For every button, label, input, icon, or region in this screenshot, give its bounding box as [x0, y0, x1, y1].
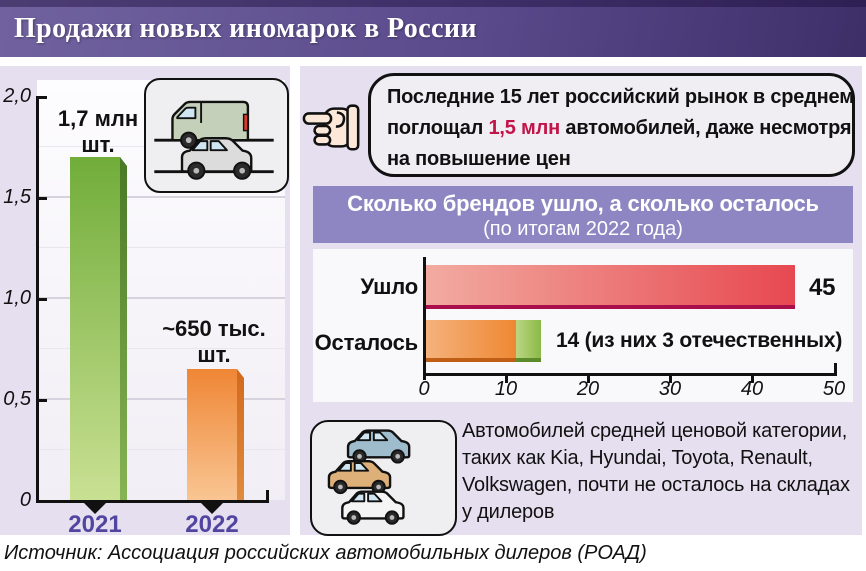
callout-line-2-before: поглощал	[387, 117, 489, 139]
bar-value-label-2021: 1,7 млн шт.	[57, 106, 139, 157]
van-and-car-icon	[154, 100, 274, 180]
car-tan	[327, 459, 392, 495]
y-axis	[36, 96, 39, 503]
three-cars-icon	[327, 429, 411, 525]
row-label-left: Ушло	[360, 274, 418, 299]
highlight-value: 1,5 млн	[488, 117, 561, 139]
y-tick	[39, 399, 47, 402]
brands-x-axis-hook	[834, 363, 837, 373]
brands-chart-subtitle: (по итогам 2022 года)	[483, 218, 683, 240]
x-axis-tick-label: 20	[576, 378, 600, 400]
market-callout: Последние 15 лет российский рынок в сред…	[368, 73, 855, 177]
y-axis-tick-label: 1,0	[3, 287, 31, 309]
bar-2021-fill	[70, 157, 120, 500]
segment-remaining-domestic	[516, 320, 541, 362]
bar-2022	[187, 369, 244, 500]
sales-chart-panel: 2,0 1,5 1,0 0,5 0 1,7 млн шт. ~650 тыс. …	[0, 66, 290, 538]
callout-line-1: Последние 15 лет российский рынок в сред…	[387, 86, 854, 108]
gridline-1-5	[37, 196, 285, 198]
gridline-minor	[37, 348, 285, 349]
y-axis-tick-label: 2,0	[3, 85, 31, 107]
bar-value-45: 45	[809, 274, 836, 301]
vehicles-illustration	[144, 78, 289, 193]
callout-line-2: поглощал 1,5 млн автомобилей, даже несмо…	[387, 113, 852, 144]
info-panel: Последние 15 лет российский рынок в сред…	[300, 66, 862, 536]
axis-marker-triangle-2021	[84, 503, 106, 514]
x-axis-tick-label: 40	[740, 378, 764, 400]
y-axis-tick-label: 1,5	[3, 186, 31, 208]
source-text: Источник: Ассоциация российских автомоби…	[4, 542, 647, 564]
x-axis-tick-label: 0	[418, 378, 430, 400]
title-bar: Продажи новых иномарок в России	[0, 0, 866, 57]
x-axis-tick-label: 50	[822, 378, 846, 400]
x-axis-tick-label: 30	[658, 378, 682, 400]
year-label-2021: 2021	[68, 511, 122, 538]
x-tick	[505, 376, 508, 383]
bar-2021-edge	[120, 157, 127, 500]
segment-left-total	[426, 265, 795, 309]
y-axis-tick-label: 0	[19, 489, 31, 511]
y-tick	[39, 298, 47, 301]
x-tick	[587, 376, 590, 383]
bar-2021	[70, 157, 127, 500]
brands-chart-header: Сколько брендов ушло, а сколько осталось…	[313, 186, 853, 243]
bar-brands-remaining	[426, 320, 541, 362]
callout-line-2-after: автомобилей, даже несмотря	[560, 117, 852, 139]
bars-layer	[37, 80, 285, 500]
cars-illustration	[310, 420, 457, 536]
bar-2022-fill	[187, 369, 237, 500]
year-label-2022: 2022	[185, 511, 239, 538]
pointing-hand-icon	[302, 104, 360, 151]
x-axis-tick-label: 10	[494, 378, 518, 400]
callout-line-3: на повышение цен	[387, 148, 571, 170]
x-tick	[669, 376, 672, 383]
gridline-minor	[37, 247, 285, 248]
bar-value-label-2022: ~650 тыс. шт.	[162, 316, 266, 367]
note-text: Автомобилей средней ценовой категории, т…	[462, 420, 850, 523]
brands-chart: Ушло Осталось 45 14 (из них 3 отечествен…	[313, 249, 853, 402]
page-title: Продажи новых иномарок в России	[14, 13, 477, 44]
x-axis-hook	[266, 490, 269, 500]
bar-value-14: 14 (из них 3 отечественных)	[556, 329, 843, 352]
gridline-1-0	[37, 297, 285, 299]
row-label-remaining: Осталось	[314, 330, 419, 355]
car-blue	[346, 429, 411, 464]
gridline-0-5	[37, 398, 285, 400]
brands-y-axis	[423, 257, 426, 380]
bar-2022-edge	[237, 369, 244, 500]
x-tick	[751, 376, 754, 383]
gridline-minor	[37, 449, 285, 450]
bar-brands-left	[426, 265, 795, 309]
brands-x-axis	[423, 373, 837, 376]
y-tick	[39, 197, 47, 200]
car-white	[341, 490, 405, 525]
axis-marker-triangle-2022	[201, 503, 223, 514]
y-tick	[39, 96, 47, 99]
y-axis-tick-label: 0,5	[3, 388, 31, 410]
x-axis	[36, 500, 269, 503]
segment-remaining-foreign	[426, 320, 516, 362]
brands-chart-title: Сколько брендов ушло, а сколько осталось	[347, 191, 819, 216]
